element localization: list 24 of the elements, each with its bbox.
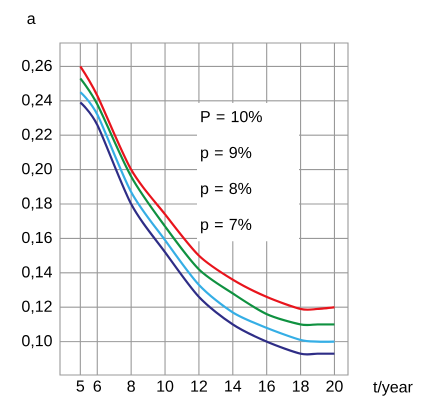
x-tick-label: 10 — [157, 380, 174, 392]
y-tick-label: 0,12 — [22, 300, 52, 314]
x-tick-label: 18 — [292, 380, 309, 392]
y-tick-label: 0,20 — [22, 163, 52, 176]
annotation: p = 8% — [201, 182, 252, 198]
y-tick-label: 0,16 — [22, 232, 52, 245]
x-tick-label: 5 — [76, 380, 84, 392]
x-tick-label: 12 — [191, 380, 207, 392]
x-tick-label: 14 — [225, 380, 242, 392]
y-tick-label: 0,10 — [22, 335, 52, 348]
x-axis-title: t/year — [373, 380, 413, 396]
annotation: P = 10% — [201, 110, 262, 122]
y-tick-label: 0,22 — [22, 128, 52, 142]
y-axis-title: a — [27, 15, 36, 24]
x-tick-label: 16 — [259, 380, 275, 392]
annotation: p = 9% — [201, 146, 252, 162]
y-tick-label: 0,18 — [22, 197, 52, 211]
annotation: p = 7% — [201, 218, 252, 234]
x-tick-label: 20 — [326, 380, 343, 392]
x-tick-label: 6 — [94, 380, 101, 392]
y-tick-label: 0,24 — [22, 94, 52, 108]
x-tick-label: 8 — [127, 380, 135, 392]
y-tick-label: 0,14 — [22, 266, 52, 280]
y-tick-label: 0,26 — [22, 60, 52, 73]
